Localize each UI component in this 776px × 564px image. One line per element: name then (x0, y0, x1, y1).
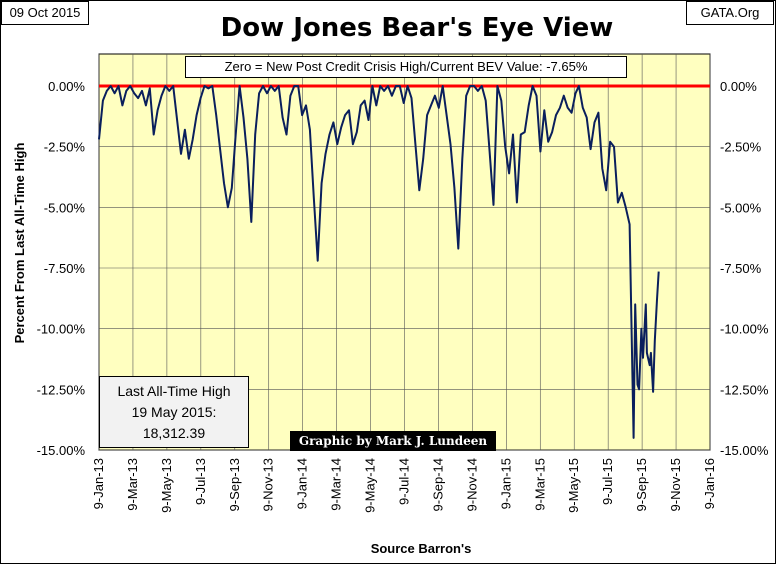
x-tick-label: 9-Jan-15 (498, 458, 513, 509)
source-site-label: GATA.Org (686, 1, 774, 25)
y-tick-labels-right: 0.00% -2.50% -5.00% -7.50% -10.00% -12.50% -15… (720, 79, 769, 458)
y-tick-label-right: -12.50% (720, 382, 769, 397)
last-high-box: Last All-Time High 19 May 2015: 18,312.3… (99, 376, 249, 448)
x-tick-label: 9-Jan-13 (91, 458, 106, 509)
x-tick-label: 9-Nov-15 (668, 458, 683, 511)
y-axis-label: Percent From Last All-Time High (12, 143, 27, 344)
y-tick-label-left: -15.00% (37, 443, 86, 458)
x-tick-label: 9-Sep-13 (227, 458, 242, 511)
y-tick-label-right: -5.00% (720, 200, 762, 215)
y-tick-label-right: -15.00% (720, 443, 769, 458)
x-tick-label: 9-Nov-14 (464, 458, 479, 511)
last-high-title: Last All-Time High (117, 383, 231, 399)
y-tick-label-right: 0.00% (720, 79, 757, 94)
series-line-dow-bev (98, 85, 660, 439)
y-tick-label-left: -12.50% (37, 382, 86, 397)
x-tick-label: 9-May-14 (363, 458, 378, 513)
last-high-date: 19 May 2015: (131, 404, 217, 420)
date-label: 09 Oct 2015 (1, 1, 89, 25)
y-tick-label-right: -10.00% (720, 322, 769, 337)
y-tick-label-right: -2.50% (720, 140, 762, 155)
x-tick-label: 9-Mar-14 (329, 458, 344, 511)
y-tick-label-left: -2.50% (44, 140, 86, 155)
x-tick-label: 9-May-13 (159, 458, 174, 513)
x-tick-label: 9-Sep-14 (430, 458, 445, 511)
x-tick-label: 9-Nov-13 (261, 458, 276, 511)
x-tick-label: 9-Jul-13 (193, 458, 208, 505)
x-tick-label: 9-May-15 (566, 458, 581, 513)
chart-title: Dow Jones Bear's Eye View (221, 13, 614, 43)
y-tick-label-left: 0.00% (48, 79, 85, 94)
x-tick-label: 9-Jan-16 (702, 458, 717, 509)
y-tick-label-right: -7.50% (720, 261, 762, 276)
x-tick-label: 9-Jul-14 (397, 458, 412, 505)
x-axis-label: Source Barron's (371, 541, 472, 556)
y-tick-label-left: -10.00% (37, 322, 86, 337)
x-tick-label: 9-Sep-15 (634, 458, 649, 511)
credit-label: Graphic by Mark J. Lundeen (290, 431, 496, 451)
x-tick-labels: 9-Jan-13 9-Mar-13 9-May-13 9-Jul-13 9-Sep-13… (91, 458, 717, 513)
x-tick-label: 9-Jul-15 (600, 458, 615, 505)
last-high-value: 18,312.39 (142, 425, 206, 441)
x-tick-label: 9-Mar-13 (125, 458, 140, 511)
bev-value-annotation: Zero = New Post Credit Crisis High/Curre… (185, 56, 627, 78)
y-tick-label-left: -5.00% (44, 200, 86, 215)
x-tick-label: 9-Jan-14 (295, 458, 310, 509)
y-tick-label-left: -7.50% (44, 261, 86, 276)
y-tick-labels-left: 0.00% -2.50% -5.00% -7.50% -10.00% -12.50% -15… (37, 79, 86, 458)
x-tick-label: 9-Mar-15 (532, 458, 547, 511)
